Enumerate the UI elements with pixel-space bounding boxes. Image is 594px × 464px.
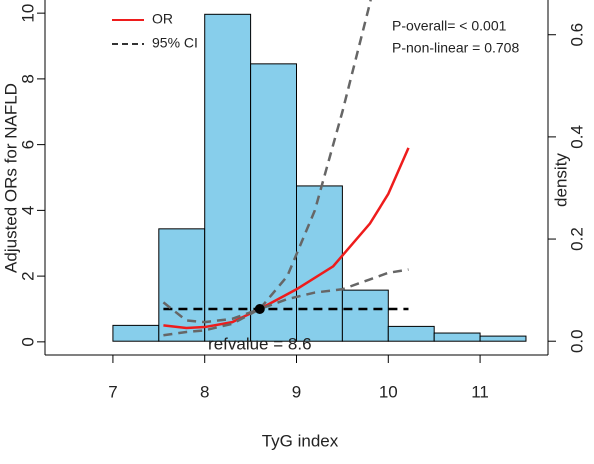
x-tick-label: 8 bbox=[200, 382, 209, 401]
x-axis-title: TyG index bbox=[262, 431, 339, 450]
histogram-bar bbox=[479, 335, 527, 342]
x-tick-label: 10 bbox=[379, 382, 398, 401]
histogram-bar bbox=[112, 324, 160, 342]
y-tick-label: 0 bbox=[18, 337, 37, 346]
reference-point bbox=[254, 303, 265, 314]
y-tick-label: 2 bbox=[18, 271, 37, 280]
legend-label: 95% CI bbox=[152, 35, 198, 51]
y-tick-label: 8 bbox=[18, 74, 37, 83]
histogram-bar bbox=[204, 13, 252, 342]
y-tick-label: 6 bbox=[18, 140, 37, 149]
annotation: P-overall= < 0.001 bbox=[392, 18, 507, 34]
legend-label: OR bbox=[152, 11, 173, 27]
x-tick-label: 11 bbox=[471, 382, 489, 401]
x-tick-label: 9 bbox=[292, 382, 301, 401]
x-tick-label: 7 bbox=[108, 382, 117, 401]
y2-axis-title: density bbox=[551, 153, 570, 207]
reference-label: refvalue = 8.6 bbox=[208, 334, 312, 353]
y2-tick-label: 0.0 bbox=[567, 329, 586, 353]
y2-tick-label: 0.4 bbox=[567, 125, 586, 149]
histogram-bar bbox=[433, 332, 481, 342]
histogram-bar bbox=[341, 289, 389, 342]
curve-values bbox=[163, 147, 410, 330]
y2-tick-label: 0.6 bbox=[567, 23, 586, 47]
curve-lower bbox=[163, 268, 409, 337]
y2-tick-label: 0.2 bbox=[567, 227, 586, 251]
annotation: P-non-linear = 0.708 bbox=[392, 40, 519, 56]
y-axis-title: Adjusted ORs for NAFLD bbox=[1, 83, 20, 273]
y-tick-label: 4 bbox=[18, 206, 37, 215]
histogram-bar bbox=[158, 228, 206, 342]
plot-area bbox=[112, 0, 527, 342]
histogram-bar bbox=[387, 325, 435, 342]
y-tick-label: 10 bbox=[18, 4, 37, 23]
histogram-bar bbox=[250, 63, 297, 342]
